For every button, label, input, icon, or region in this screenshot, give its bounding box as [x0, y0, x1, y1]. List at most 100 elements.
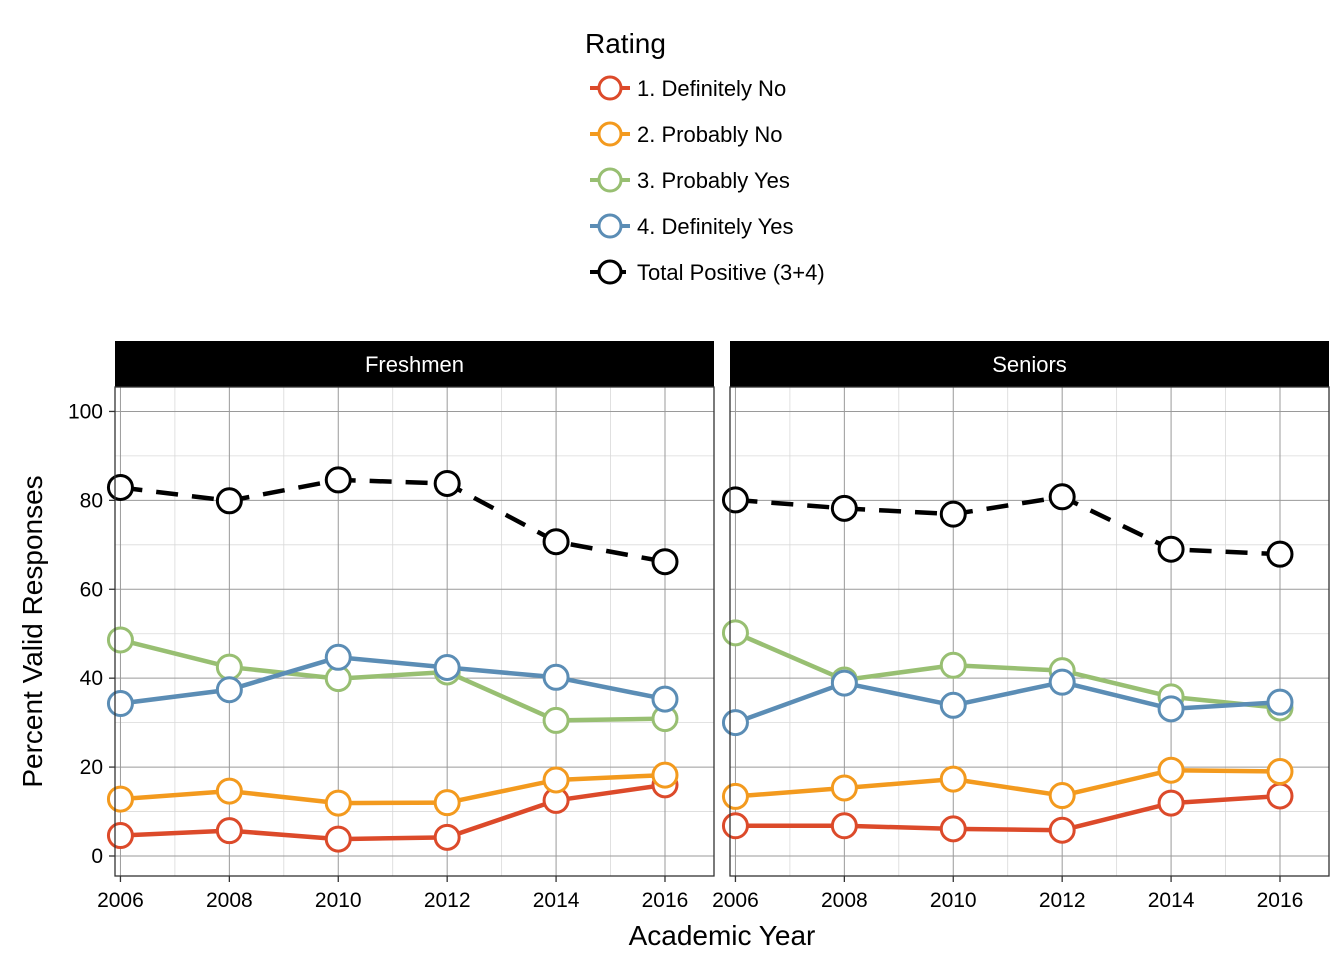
data-point: [215, 487, 243, 515]
x-tick-label: 2014: [533, 889, 580, 912]
data-point: [542, 663, 570, 691]
data-point: [1266, 782, 1294, 810]
x-tick-label: 2016: [1257, 889, 1304, 912]
data-point: [721, 619, 749, 647]
data-point: [433, 789, 461, 817]
legend-label: 3. Probably Yes: [637, 168, 790, 193]
data-point: [939, 691, 967, 719]
y-tick-label: 0: [91, 845, 103, 868]
x-tick-label: 2016: [642, 889, 689, 912]
data-point: [324, 789, 352, 817]
data-point: [106, 690, 134, 718]
series-line: [734, 630, 1281, 711]
data-point: [215, 653, 243, 681]
data-point: [542, 528, 570, 556]
data-point: [939, 651, 967, 679]
data-point: [215, 777, 243, 805]
panel-freshmen: Freshmen 2006 2008 2010 2012 2014 2016 0 20 40 60 8…: [68, 341, 715, 912]
data-point: [830, 494, 858, 522]
data-point: [830, 669, 858, 697]
series-line: [735, 767, 1281, 799]
panel-border: [114, 386, 715, 877]
data-point: [1157, 789, 1185, 817]
x-axis-title: Academic Year: [629, 920, 816, 951]
legend-label: 4. Definitely Yes: [637, 214, 794, 239]
series-line: [119, 637, 666, 723]
legend-item: 3. Probably Yes: [590, 167, 790, 193]
data-point: [106, 822, 134, 850]
data-point: [939, 765, 967, 793]
data-point: [215, 676, 243, 704]
data-point: [542, 766, 570, 794]
legend-key-marker: [597, 75, 623, 101]
y-tick-label: 100: [68, 400, 103, 423]
data-point: [939, 815, 967, 843]
series-line: [120, 655, 666, 706]
data-point: [721, 486, 749, 514]
y-tick-label: 40: [80, 667, 103, 690]
x-tick-label: 2010: [930, 889, 977, 912]
y-tick-label: 80: [80, 489, 103, 512]
y-axis-title: Percent Valid Responses: [17, 475, 48, 787]
data-point: [106, 785, 134, 813]
data-point: [1266, 540, 1294, 568]
series-line: [120, 782, 666, 842]
data-point: [721, 782, 749, 810]
data-point: [433, 823, 461, 851]
series-line: [120, 477, 666, 564]
facet-strip: [115, 341, 714, 387]
data-point: [1266, 688, 1294, 716]
facet-panels: Freshmen 2006 2008 2010 2012 2014 2016 0 20 40 60 8…: [68, 341, 1330, 912]
legend-title: Rating: [585, 28, 666, 59]
panel-seniors: Seniors 2006 2008 2010 2012 2014 2016: [712, 341, 1330, 912]
y-tick-label: 60: [80, 578, 103, 601]
facet-strip-label: Seniors: [992, 352, 1067, 377]
y-tick-label: 20: [80, 756, 103, 779]
legend-item: Total Positive (3+4): [590, 259, 825, 285]
x-tick-label: 2006: [97, 889, 144, 912]
facet-strip-label: Freshmen: [365, 352, 464, 377]
data-point: [1157, 535, 1185, 563]
legend: Rating 1. Definitely No 2. Probably No 3. …: [585, 28, 825, 285]
data-point: [324, 643, 352, 671]
data-point: [651, 761, 679, 789]
data-point: [542, 706, 570, 734]
x-tick-label: 2008: [821, 889, 868, 912]
panel-border: [729, 386, 1330, 877]
data-point: [830, 812, 858, 840]
x-tick-label: 2012: [424, 889, 471, 912]
plot-background: [115, 387, 714, 876]
data-point: [830, 774, 858, 802]
facet-strip: [730, 341, 1329, 387]
legend-key-marker: [597, 259, 623, 285]
data-point: [106, 473, 134, 501]
data-point: [1157, 695, 1185, 723]
data-point: [721, 812, 749, 840]
x-tick-label: 2010: [315, 889, 362, 912]
data-point: [721, 709, 749, 737]
data-point: [433, 654, 461, 682]
series-line: [734, 679, 1281, 725]
x-tick-label: 2012: [1039, 889, 1086, 912]
data-point: [106, 626, 134, 654]
data-point: [1048, 483, 1076, 511]
data-point: [324, 825, 352, 853]
legend-key-marker: [597, 121, 623, 147]
x-tick-label: 2008: [206, 889, 253, 912]
data-point: [651, 685, 679, 713]
x-tick-label: 2006: [712, 889, 759, 912]
legend-item: 4. Definitely Yes: [590, 213, 794, 239]
data-point: [433, 469, 461, 497]
series-line: [735, 494, 1281, 557]
plot-background: [730, 387, 1329, 876]
x-tick-label: 2014: [1148, 889, 1195, 912]
data-point: [1048, 782, 1076, 810]
legend-label: 1. Definitely No: [637, 76, 786, 101]
series-line: [120, 772, 666, 806]
legend-key-marker: [597, 213, 623, 239]
legend-item: 2. Probably No: [590, 121, 783, 147]
legend-key-marker: [597, 167, 623, 193]
series-line: [735, 793, 1281, 833]
data-point: [324, 466, 352, 494]
